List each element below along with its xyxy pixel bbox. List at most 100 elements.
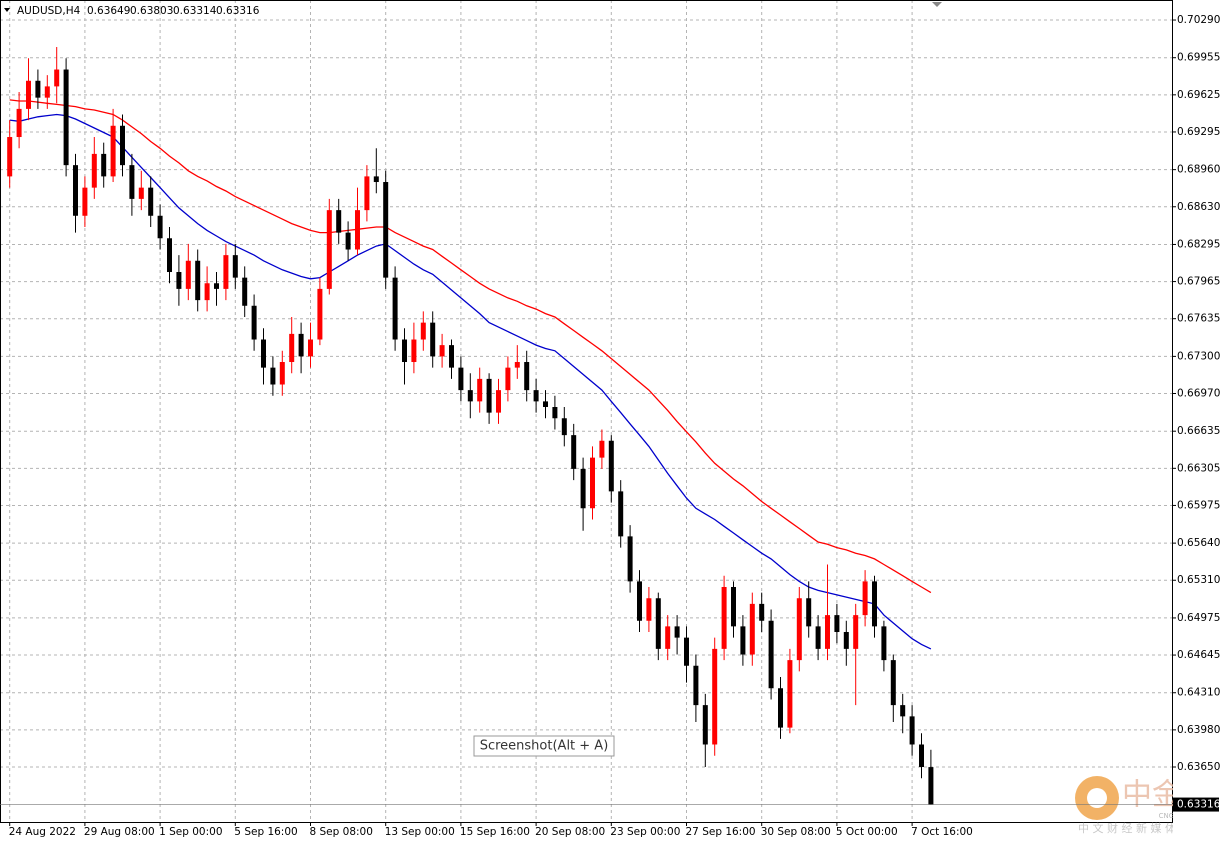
watermark-slogan: 中 文 财 经 新 媒 体 <box>1078 821 1176 835</box>
candle-body <box>834 615 840 632</box>
candle-body <box>317 288 323 340</box>
candle-body <box>289 333 295 363</box>
header-low: 0.63314 <box>173 5 217 17</box>
y-tick-label: 0.69625 <box>1177 89 1220 101</box>
candle-body <box>185 260 191 289</box>
x-tick-label: 1 Sep 00:00 <box>159 826 222 838</box>
candle-body <box>298 333 304 357</box>
y-tick-label: 0.67300 <box>1177 350 1220 362</box>
candle-body <box>101 153 107 177</box>
candle-body <box>759 603 765 621</box>
shift-marker[interactable] <box>932 2 942 7</box>
y-tick-label: 0.63980 <box>1177 724 1220 736</box>
symbol-title: AUDUSD,H4 <box>17 5 81 17</box>
candle-body <box>355 210 360 250</box>
candle-body <box>73 165 78 216</box>
candle-body <box>815 626 821 649</box>
candle-body <box>684 637 689 666</box>
watermark-logo-inner <box>1087 788 1107 808</box>
header-open: 0.63649 <box>87 5 130 17</box>
x-tick-label: 24 Aug 2022 <box>9 826 76 838</box>
candle-body <box>129 165 135 199</box>
candle-body <box>449 345 454 368</box>
candle-body <box>16 108 22 138</box>
grid <box>0 0 1172 822</box>
header-high: 0.63803 <box>130 5 173 17</box>
candle-body <box>195 260 201 301</box>
candle-body <box>825 615 830 649</box>
candle-body <box>261 339 266 368</box>
y-tick-label: 0.69295 <box>1177 126 1220 138</box>
menu-arrow[interactable] <box>4 8 10 12</box>
candle-body <box>543 401 548 408</box>
candle-body <box>138 187 144 199</box>
candle-body <box>204 283 210 301</box>
candle-body <box>637 581 642 621</box>
y-tick-label: 0.63650 <box>1177 761 1220 773</box>
x-tick-label: 20 Sep 08:00 <box>535 826 605 838</box>
candle-body <box>364 176 370 211</box>
ma-lines <box>9 99 932 650</box>
candle-body <box>608 440 614 492</box>
x-tick-label: 15 Sep 16:00 <box>460 826 530 838</box>
y-tick-label: 0.64310 <box>1177 687 1220 699</box>
candle-body <box>909 716 915 745</box>
tooltip-box <box>473 735 615 757</box>
y-tick-label: 0.64645 <box>1177 649 1220 661</box>
candle-body <box>270 367 276 385</box>
candle-body <box>467 390 473 402</box>
candle-body <box>91 153 97 188</box>
candle-body <box>712 648 718 745</box>
x-tick-label: 13 Sep 00:00 <box>385 826 455 838</box>
candle-body <box>561 418 567 436</box>
candle-body <box>120 125 125 166</box>
candle-body <box>420 322 426 340</box>
candles <box>7 47 934 805</box>
candle-body <box>373 176 379 183</box>
y-tick-label: 0.66305 <box>1177 462 1220 474</box>
candle-body <box>439 345 445 357</box>
candle-body <box>646 598 652 621</box>
moving-average <box>9 113 932 650</box>
x-tick-label: 30 Sep 08:00 <box>761 826 831 838</box>
candle-body <box>749 603 755 655</box>
y-tick-label: 0.67635 <box>1177 313 1220 325</box>
candle-body <box>768 620 774 689</box>
candle-body <box>872 581 877 627</box>
candle-body <box>853 615 859 649</box>
candle-body <box>157 215 163 239</box>
candle-body <box>110 125 116 177</box>
candle-body <box>7 137 13 177</box>
candle-body <box>862 581 868 616</box>
plot-frame <box>0 0 1173 823</box>
x-tick-label: 27 Sep 16:00 <box>686 826 756 838</box>
candle-body <box>524 362 530 391</box>
candle-body <box>702 705 708 745</box>
candle-body <box>590 457 595 509</box>
x-tick-label: 5 Oct 00:00 <box>836 826 898 838</box>
candle-body <box>477 378 483 402</box>
candle-body <box>806 598 812 627</box>
candle-body <box>655 598 661 649</box>
candle-body <box>232 255 238 278</box>
candle-body <box>26 80 31 109</box>
candle-body <box>242 277 248 306</box>
candle-body <box>778 688 783 728</box>
price-axis <box>1173 0 1232 848</box>
candle-body <box>82 187 88 216</box>
y-tick-label: 0.65975 <box>1177 499 1220 511</box>
candle-body <box>890 660 896 706</box>
candle-body <box>251 305 257 340</box>
candle-body <box>731 586 736 627</box>
y-tick-label: 0.65640 <box>1177 537 1220 549</box>
candle-body <box>458 367 464 391</box>
candle-body <box>796 598 802 661</box>
candle-body <box>665 626 671 649</box>
bid-label: 0.63316 <box>1177 799 1221 811</box>
y-tick-label: 0.64975 <box>1177 612 1220 624</box>
candle-body <box>63 69 69 166</box>
candle-body <box>223 255 229 289</box>
candle-body <box>496 390 501 413</box>
